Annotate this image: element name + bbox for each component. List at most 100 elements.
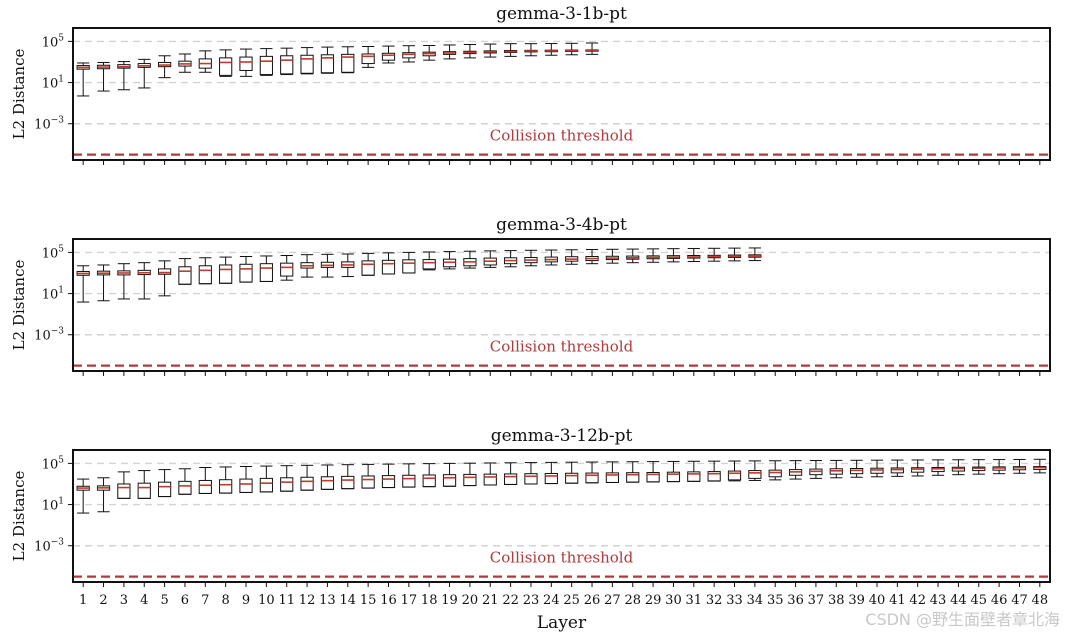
box-iqr: [707, 471, 721, 482]
box-layer-5: [157, 469, 172, 498]
box-iqr: [178, 266, 192, 285]
box-iqr: [198, 479, 212, 494]
x-tick-label: 29: [645, 593, 662, 608]
box-layer-32: [707, 460, 721, 482]
box-layer-42: [911, 459, 925, 477]
box-layer-28: [626, 461, 640, 483]
box-layer-33: [727, 247, 742, 262]
box-layer-23: [524, 249, 538, 267]
box-layer-4: [137, 470, 151, 499]
box-layer-9: [239, 48, 253, 77]
x-tick-label: 42: [909, 593, 926, 608]
box-layer-40: [870, 459, 884, 478]
x-tick-label: 39: [848, 593, 865, 608]
box-layer-20: [463, 462, 477, 487]
x-tick-label: 32: [706, 593, 723, 608]
y-tick-label: 101: [42, 75, 64, 92]
box-iqr: [544, 472, 558, 485]
y-axis-label: L2 Distance: [10, 260, 28, 351]
box-iqr: [463, 473, 477, 487]
y-axis-label: L2 Distance: [10, 471, 28, 562]
box-layer-20: [463, 250, 477, 269]
box-iqr: [157, 481, 172, 498]
box-iqr: [361, 475, 375, 489]
box-iqr: [748, 470, 762, 479]
x-tick-label: 41: [889, 593, 906, 608]
box-iqr: [504, 473, 518, 485]
box-layer-17: [402, 463, 416, 488]
box-layer-6: [178, 468, 192, 495]
box-iqr: [605, 472, 619, 483]
box-iqr: [300, 476, 314, 491]
x-tick-label: 25: [563, 593, 580, 608]
box-layer-26: [585, 249, 599, 265]
x-tick-label: 36: [787, 593, 804, 608]
box-iqr: [280, 55, 294, 75]
box-layer-7: [198, 50, 212, 73]
box-layer-1: [76, 478, 90, 514]
box-layer-20: [463, 43, 477, 59]
y-tick-label: 101: [42, 497, 64, 514]
box-layer-23: [524, 462, 538, 485]
axes-frame: [72, 27, 1051, 161]
box-layer-25: [565, 249, 579, 265]
box-layer-30: [666, 460, 681, 483]
y-tick-label: 10−3: [34, 538, 64, 555]
box-iqr: [727, 470, 742, 481]
box-iqr: [442, 474, 457, 487]
box-iqr: [320, 476, 335, 490]
box-layer-26: [585, 42, 599, 55]
box-layer-28: [626, 248, 640, 264]
box-layer-10: [259, 255, 273, 282]
collision-threshold-label: Collision threshold: [490, 338, 634, 356]
box-iqr: [219, 264, 233, 284]
y-tick-label: 10−3: [34, 116, 64, 133]
box-layer-19: [442, 462, 457, 487]
box-layer-2: [96, 61, 111, 92]
x-tick-label: 38: [828, 593, 845, 608]
x-tick-label: 22: [502, 593, 519, 608]
box-layer-15: [361, 252, 375, 276]
box-iqr: [626, 472, 640, 483]
box-iqr: [178, 480, 192, 495]
x-tick-label: 4: [140, 593, 148, 608]
box-iqr: [402, 474, 416, 488]
x-tick-label: 20: [462, 593, 479, 608]
x-tick-label: 15: [360, 593, 377, 608]
box-iqr: [402, 52, 416, 59]
box-iqr: [422, 259, 436, 270]
box-layer-25: [565, 461, 579, 484]
box-iqr: [768, 469, 782, 478]
box-layer-11: [280, 47, 294, 76]
box-layer-6: [178, 53, 192, 73]
box-layer-17: [402, 251, 416, 274]
box-layer-5: [157, 55, 172, 79]
box-iqr: [646, 472, 660, 483]
box-layer-3: [117, 263, 131, 300]
box-iqr: [381, 259, 396, 275]
box-iqr: [361, 260, 375, 276]
y-tick-label: 10−3: [34, 327, 64, 344]
box-iqr: [381, 475, 396, 489]
box-layer-15: [361, 463, 375, 489]
box-layer-30: [666, 248, 681, 263]
axes-frame: [72, 449, 1051, 583]
box-iqr: [280, 477, 294, 492]
box-layer-12: [300, 254, 314, 278]
box-layer-12: [300, 47, 314, 75]
box-iqr: [422, 474, 436, 488]
box-layer-13: [320, 46, 335, 74]
box-layer-8: [219, 49, 233, 77]
box-layer-8: [219, 256, 233, 284]
box-layer-18: [422, 463, 436, 488]
box-layer-27: [605, 461, 619, 483]
x-tick-label: 23: [523, 593, 540, 608]
box-layer-44: [951, 459, 966, 476]
x-tick-label: 35: [767, 593, 784, 608]
box-iqr: [280, 262, 294, 277]
box-layer-9: [239, 465, 253, 493]
box-layer-2: [96, 477, 111, 513]
x-tick-label: 33: [726, 593, 743, 608]
box-layer-10: [259, 48, 273, 76]
x-tick-label: 24: [543, 593, 560, 608]
